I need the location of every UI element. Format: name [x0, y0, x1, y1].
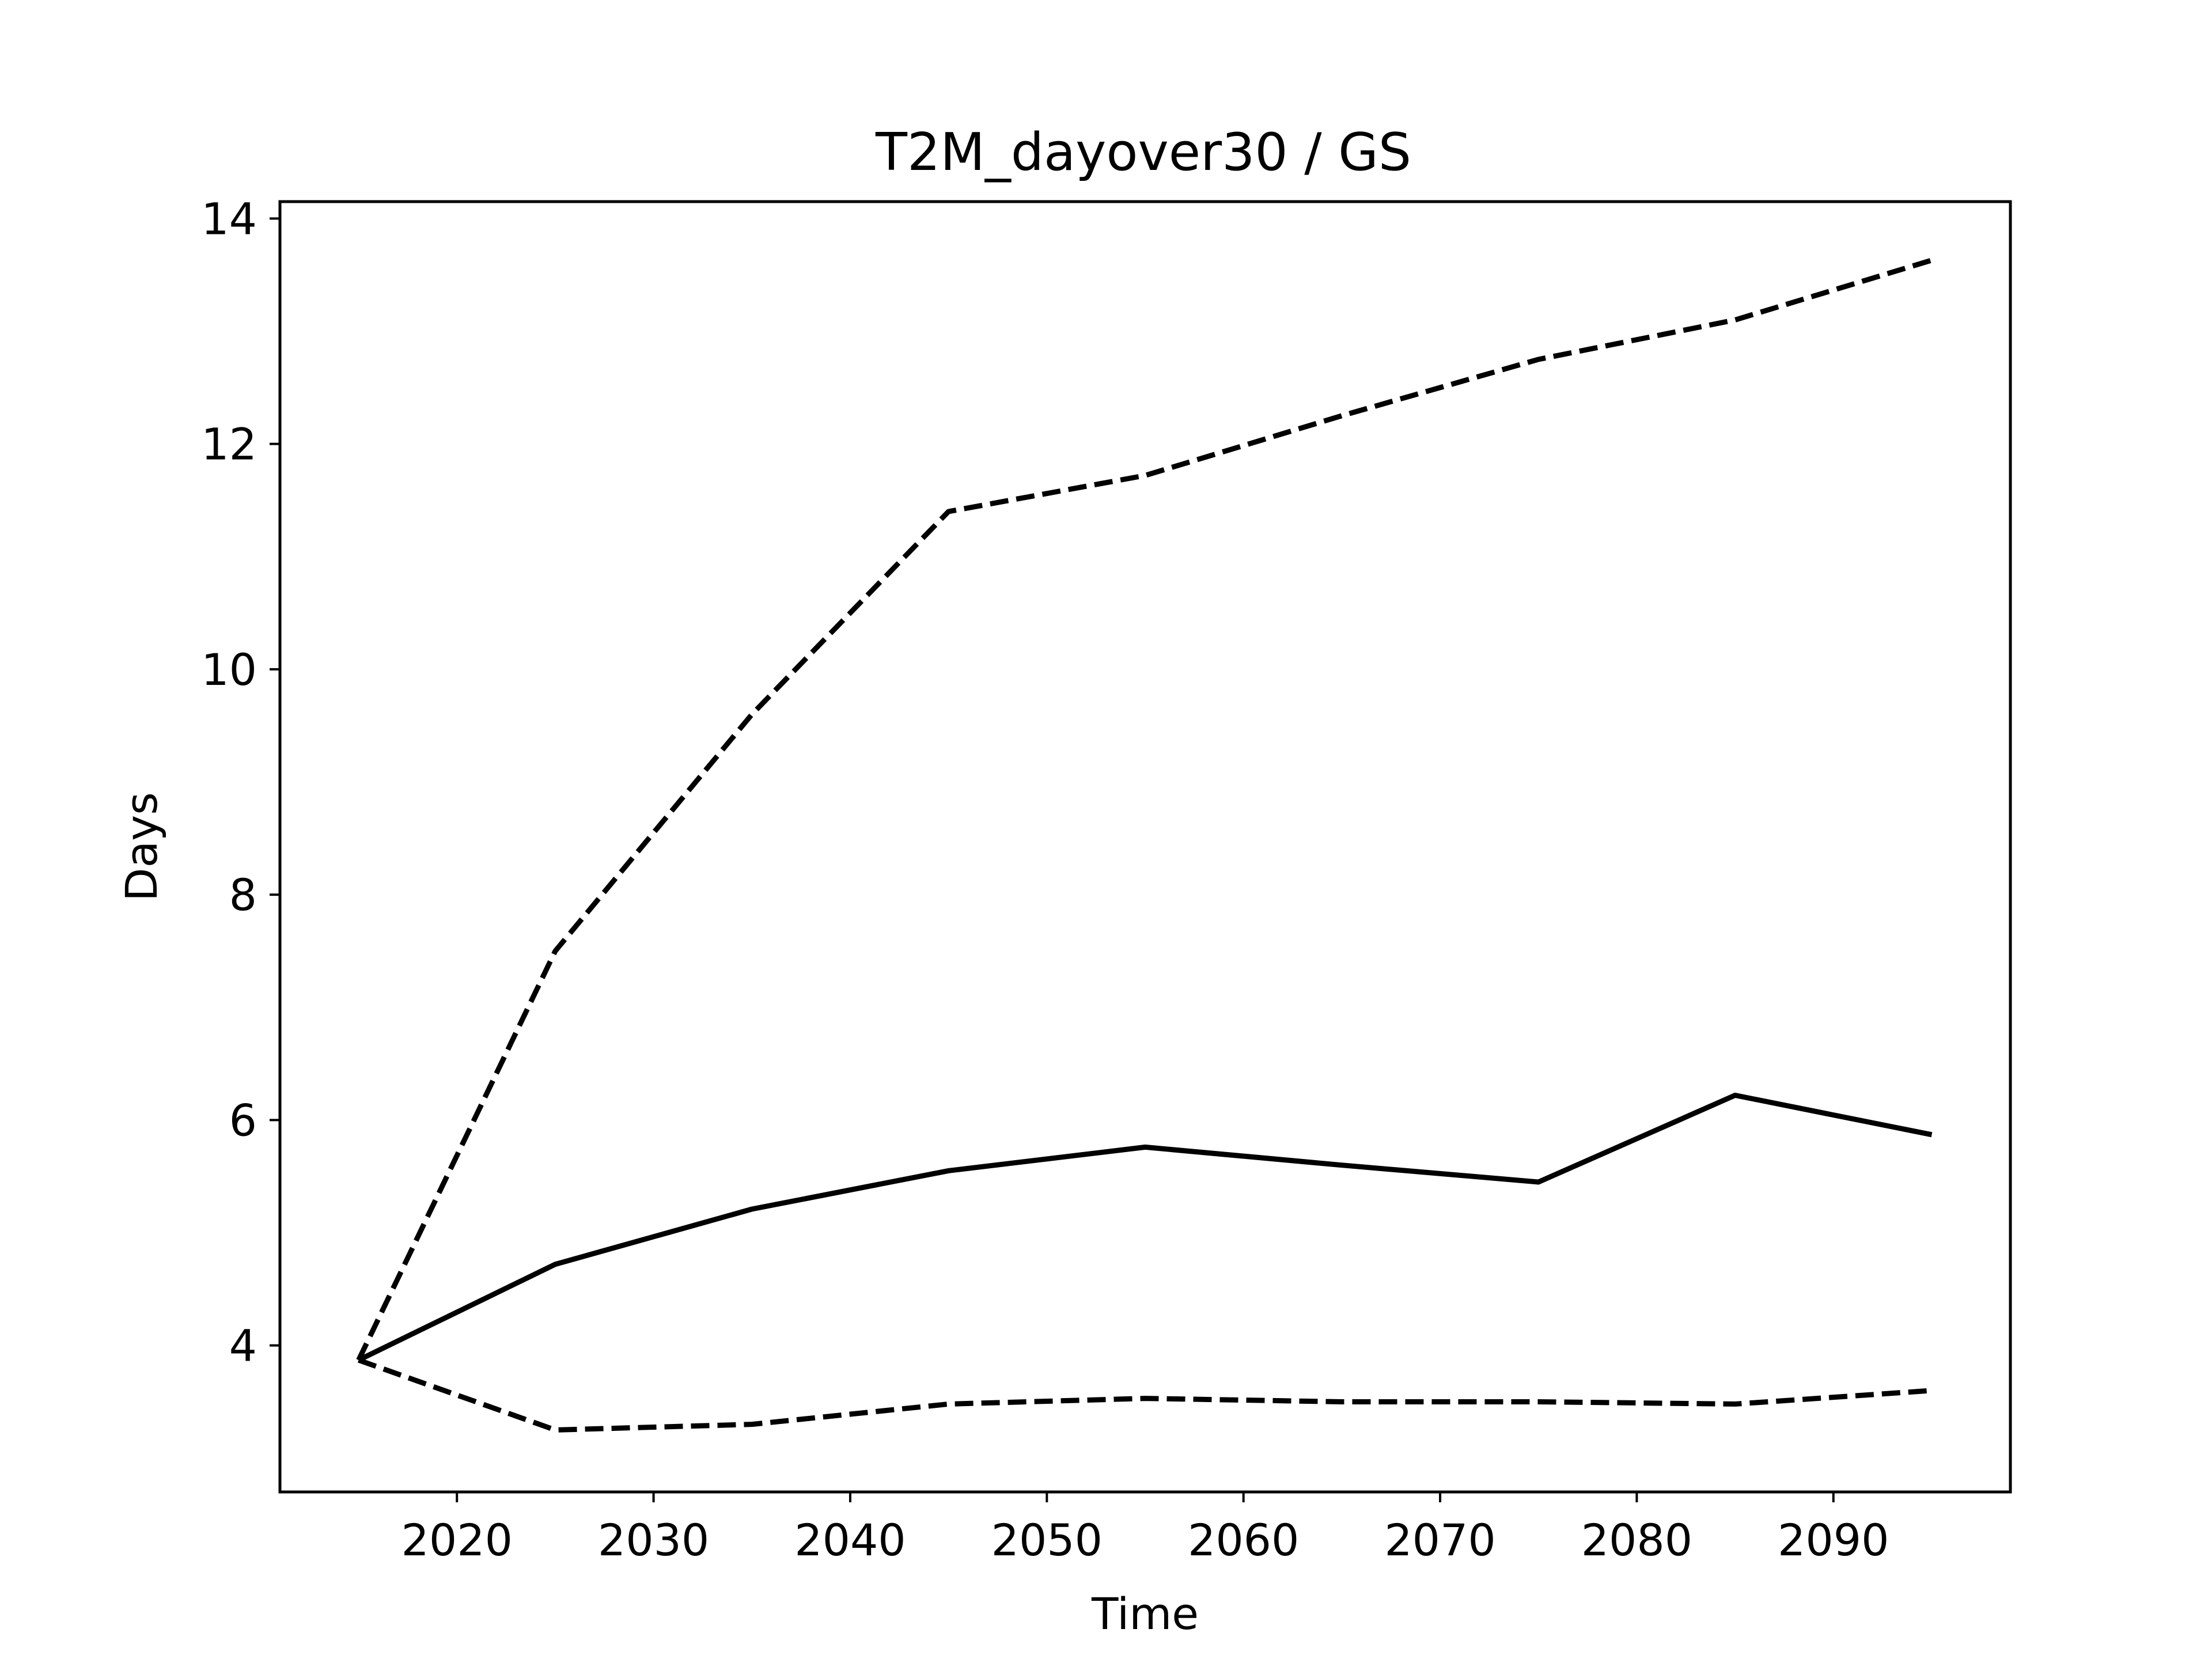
- x-tick-label: 2070: [1384, 1514, 1495, 1566]
- plot-frame: [278, 200, 2012, 1494]
- lower-dashed-line: [357, 1357, 1932, 1433]
- x-tick-label: 2040: [794, 1514, 906, 1566]
- y-tick-label: 14: [201, 193, 257, 244]
- y-tick-label: 6: [229, 1094, 257, 1146]
- x-tick-label: 2090: [1778, 1514, 1889, 1566]
- chart-title: T2M_dayover30 / GS: [875, 122, 1411, 183]
- solid-line: [357, 1092, 1933, 1363]
- y-tick-label: 4: [229, 1320, 257, 1372]
- x-tick-label: 2030: [598, 1514, 709, 1566]
- x-tick-label: 2080: [1581, 1514, 1692, 1566]
- x-tick-label: 2020: [402, 1514, 513, 1566]
- y-axis: 4 6 8 10 12 14: [201, 193, 280, 1372]
- x-axis: 2020 2030 2040 2050 2060 2070 2080 2090: [402, 1492, 1889, 1566]
- upper-dashed-line: [356, 257, 1933, 1362]
- y-tick-label: 12: [201, 419, 257, 470]
- y-tick-label: 10: [201, 644, 257, 695]
- series-layer: [356, 257, 1933, 1433]
- x-axis-label: Time: [1091, 1588, 1199, 1639]
- x-tick-label: 2060: [1188, 1514, 1299, 1566]
- y-tick-label: 8: [229, 869, 257, 921]
- x-tick-label: 2050: [991, 1514, 1103, 1566]
- y-axis-label: Days: [116, 792, 167, 902]
